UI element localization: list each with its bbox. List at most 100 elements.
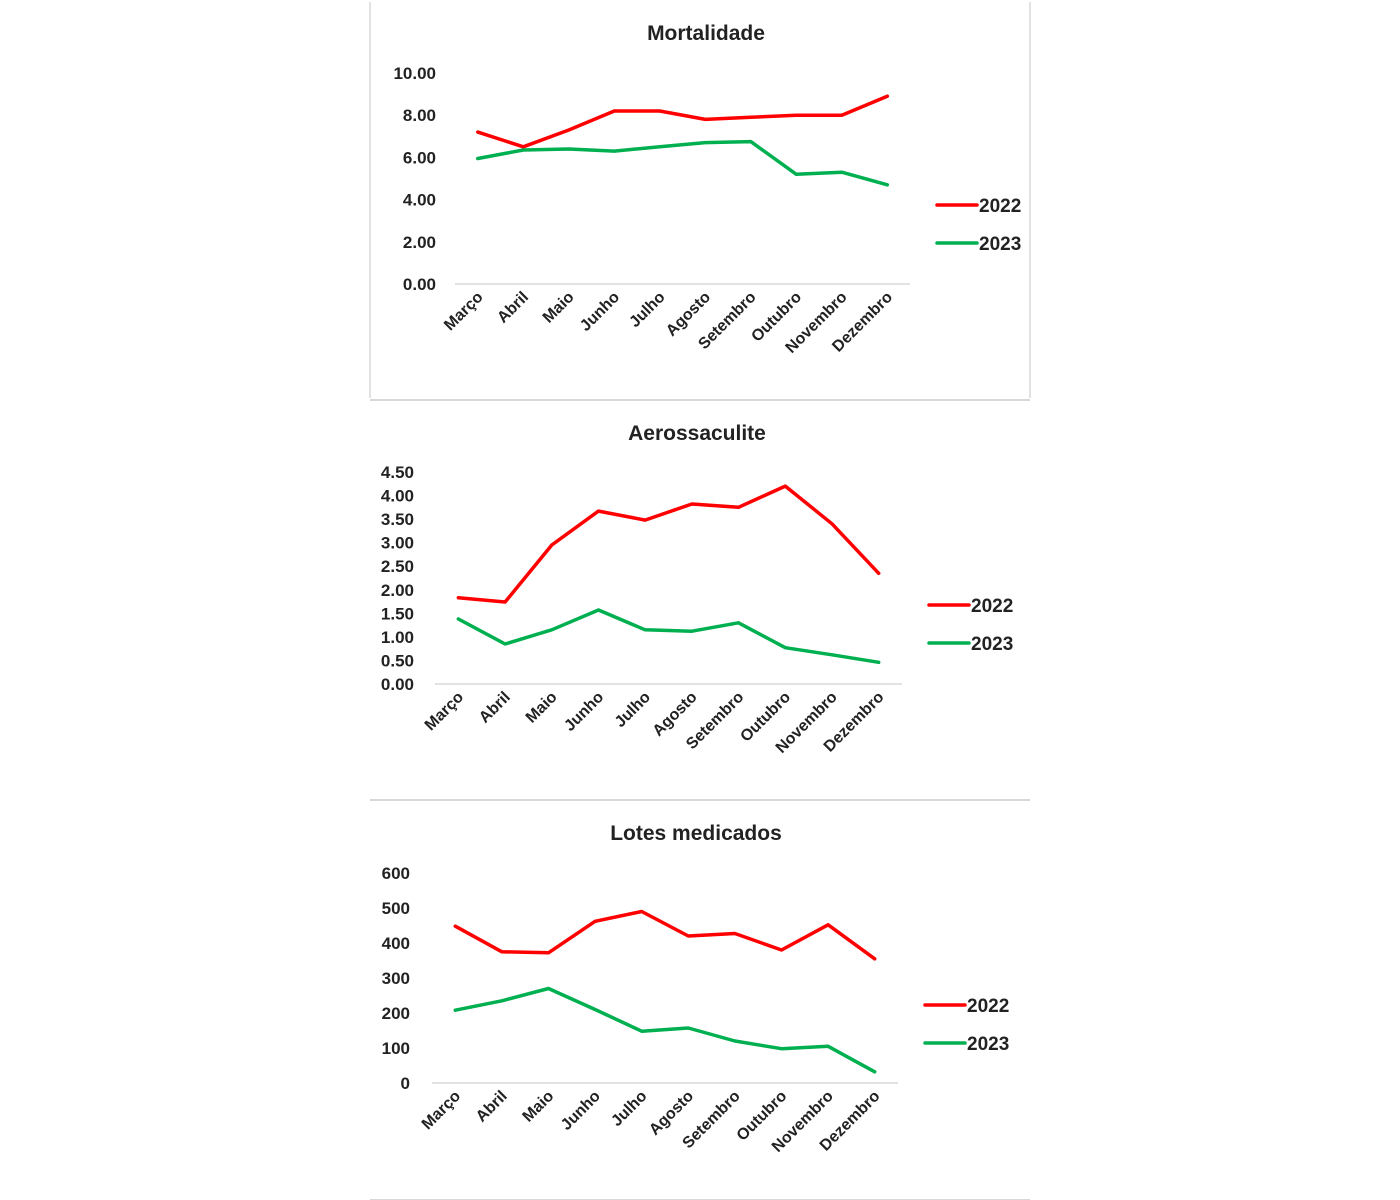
data-point-2023 (686, 1026, 690, 1030)
data-point-2022 (550, 543, 554, 547)
data-point-2022 (547, 951, 550, 955)
data-point-2022 (503, 600, 507, 604)
series-line-2023 (476, 139, 890, 187)
data-point-2023 (885, 183, 889, 187)
data-point-2022 (749, 115, 753, 119)
legend-label-2023: 2023 (971, 634, 1013, 655)
data-point-2023 (453, 1008, 457, 1012)
data-point-2023 (550, 628, 554, 632)
chart-panel-2: Aerossaculite 0.00 0.50 1.00 1.50 2.00 2.50 3.0… (370, 422, 1030, 801)
series-line-2022 (456, 484, 881, 604)
series-line-2023 (456, 608, 881, 665)
series-line-2023 (453, 986, 877, 1074)
x-tick-label: Junho (561, 689, 607, 735)
data-point-2023 (794, 172, 798, 176)
y-tick-label: 300 (382, 969, 410, 988)
y-tick-label: 4.50 (381, 463, 414, 482)
data-point-2023 (640, 1029, 644, 1033)
legend-label-2023: 2023 (967, 1034, 1009, 1055)
data-point-2022 (690, 502, 694, 506)
data-point-2023 (703, 141, 707, 145)
data-point-2023 (877, 660, 881, 664)
y-tick-label: 1.50 (381, 604, 414, 623)
y-tick-label: 3.00 (381, 534, 414, 553)
x-tick-label: Abril (476, 689, 514, 727)
y-tick-label: 0.00 (381, 675, 414, 694)
x-tick-label: Maio (523, 689, 561, 727)
y-tick-label: 100 (382, 1039, 410, 1058)
data-point-2022 (453, 924, 457, 928)
y-tick-label: 0.00 (403, 275, 436, 294)
data-point-2022 (826, 923, 830, 927)
y-tick-label: 600 (382, 864, 410, 883)
data-point-2023 (456, 617, 460, 621)
data-point-2022 (643, 518, 647, 522)
y-tick-label: 4.00 (381, 487, 414, 506)
data-point-2022 (873, 957, 877, 961)
data-point-2022 (703, 117, 707, 121)
x-tick-label: Abril (473, 1088, 511, 1126)
data-point-2022 (476, 130, 480, 134)
chart-title: Lotes medicados (610, 822, 782, 845)
data-point-2022 (500, 950, 504, 954)
x-tick-label: Junho (577, 289, 623, 335)
y-tick-label: 1.00 (381, 628, 414, 647)
chart-title: Aerossaculite (628, 422, 766, 445)
y-tick-label: 2.50 (381, 557, 414, 576)
data-point-2023 (593, 1008, 597, 1011)
legend-label-2022: 2022 (971, 596, 1013, 617)
data-point-2023 (612, 149, 616, 153)
data-point-2022 (840, 113, 844, 117)
y-tick-label: 400 (382, 934, 410, 953)
y-tick-label: 3.50 (381, 510, 414, 529)
data-point-2022 (640, 910, 644, 913)
chart-panel-3: Lotes medicados 0 100 200 300 400 500 600 Março A… (370, 822, 1030, 1200)
data-point-2023 (547, 987, 550, 990)
y-tick-label: 200 (382, 1004, 410, 1023)
data-point-2022 (593, 919, 597, 923)
data-point-2022 (885, 94, 889, 98)
legend-label-2022: 2022 (979, 196, 1021, 217)
data-point-2022 (596, 509, 600, 513)
data-point-2023 (567, 147, 571, 151)
data-point-2023 (733, 1039, 737, 1043)
y-tick-label: 2.00 (381, 581, 414, 600)
x-tick-label: Maio (540, 289, 578, 327)
data-point-2022 (733, 932, 737, 936)
data-point-2022 (780, 948, 783, 952)
data-point-2023 (749, 140, 753, 144)
data-point-2023 (830, 653, 834, 657)
x-tick-label: Março (419, 1088, 465, 1134)
data-point-2022 (612, 109, 616, 113)
data-point-2023 (737, 621, 741, 625)
series-line-2022 (453, 909, 877, 961)
y-tick-label: 6.00 (403, 148, 436, 167)
x-tick-label: Abril (494, 289, 532, 327)
chart-title: Mortalidade (647, 22, 765, 45)
x-tick-label: Junho (558, 1088, 604, 1134)
y-tick-label: 8.00 (403, 106, 436, 125)
y-tick-label: 0 (401, 1074, 410, 1093)
chart-panel-1: Mortalidade 0.00 2.00 4.00 6.00 8.00 10.00 Març… (369, 2, 1031, 401)
data-point-2023 (503, 642, 507, 646)
legend-label-2023: 2023 (979, 234, 1021, 255)
data-point-2022 (567, 128, 571, 132)
data-point-2023 (500, 999, 504, 1003)
data-point-2023 (658, 145, 662, 149)
data-point-2023 (690, 629, 694, 633)
data-point-2022 (686, 934, 690, 938)
x-tick-label: Março (422, 689, 468, 735)
y-tick-label: 2.00 (403, 233, 436, 252)
data-point-2022 (794, 113, 798, 117)
x-tick-label: Julho (612, 689, 654, 731)
y-tick-label: 0.50 (381, 651, 414, 670)
y-tick-label: 4.00 (403, 191, 436, 210)
data-point-2023 (840, 170, 844, 174)
data-point-2023 (521, 148, 525, 152)
x-tick-label: Maio (520, 1088, 558, 1126)
x-tick-label: Março (441, 289, 487, 335)
data-point-2023 (643, 628, 647, 632)
y-tick-label: 10.00 (393, 64, 436, 83)
data-point-2022 (783, 484, 787, 488)
